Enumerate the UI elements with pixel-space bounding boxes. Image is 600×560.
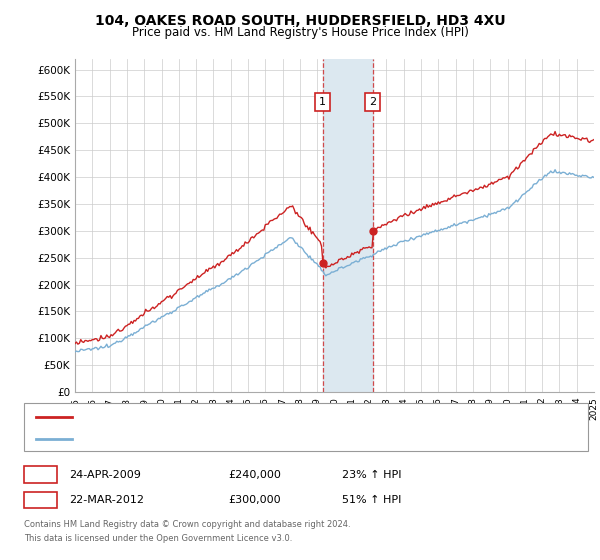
Text: 24-APR-2009: 24-APR-2009 <box>69 470 141 480</box>
Text: 2: 2 <box>36 493 44 507</box>
Text: Price paid vs. HM Land Registry's House Price Index (HPI): Price paid vs. HM Land Registry's House … <box>131 26 469 39</box>
Text: 51% ↑ HPI: 51% ↑ HPI <box>342 495 401 505</box>
Text: 104, OAKES ROAD SOUTH, HUDDERSFIELD, HD3 4XU (detached house): 104, OAKES ROAD SOUTH, HUDDERSFIELD, HD3… <box>84 412 433 422</box>
Text: 104, OAKES ROAD SOUTH, HUDDERSFIELD, HD3 4XU: 104, OAKES ROAD SOUTH, HUDDERSFIELD, HD3… <box>95 14 505 28</box>
Text: 1: 1 <box>319 97 326 107</box>
Text: Contains HM Land Registry data © Crown copyright and database right 2024.: Contains HM Land Registry data © Crown c… <box>24 520 350 529</box>
Text: HPI: Average price, detached house, Kirklees: HPI: Average price, detached house, Kirk… <box>84 434 304 444</box>
Text: 2: 2 <box>370 97 376 107</box>
Text: £300,000: £300,000 <box>228 495 281 505</box>
Text: This data is licensed under the Open Government Licence v3.0.: This data is licensed under the Open Gov… <box>24 534 292 543</box>
Text: 1: 1 <box>36 468 44 482</box>
Text: 23% ↑ HPI: 23% ↑ HPI <box>342 470 401 480</box>
Text: 22-MAR-2012: 22-MAR-2012 <box>69 495 144 505</box>
Text: £240,000: £240,000 <box>228 470 281 480</box>
Bar <box>323 59 373 392</box>
